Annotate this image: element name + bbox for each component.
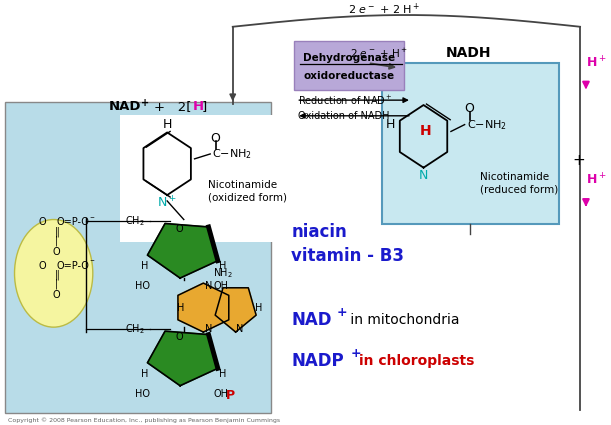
Text: Nicotinamide: Nicotinamide	[480, 173, 549, 182]
Polygon shape	[178, 283, 229, 332]
Text: N: N	[205, 324, 212, 334]
Text: 2 $\it{e}^-$ + H$^+$: 2 $\it{e}^-$ + H$^+$	[350, 47, 408, 60]
Text: H$^+$: H$^+$	[586, 55, 607, 71]
Text: H$^+$: H$^+$	[586, 173, 607, 188]
Text: NAD: NAD	[109, 100, 141, 113]
Text: O: O	[38, 218, 46, 227]
Text: OH: OH	[213, 389, 229, 399]
Text: $^-$: $^-$	[88, 257, 95, 266]
Text: NH$_2$: NH$_2$	[213, 266, 233, 280]
Text: H: H	[141, 261, 148, 272]
Ellipse shape	[15, 220, 93, 327]
FancyBboxPatch shape	[382, 63, 558, 224]
Text: O: O	[38, 261, 46, 270]
Text: Nicotinamide: Nicotinamide	[208, 180, 277, 190]
Text: (reduced form): (reduced form)	[480, 184, 558, 194]
Text: (oxidized form): (oxidized form)	[208, 192, 287, 202]
Text: O: O	[53, 247, 60, 257]
Text: |: |	[55, 279, 58, 289]
Text: O: O	[175, 332, 183, 342]
Text: H: H	[386, 118, 395, 131]
Text: +: +	[573, 153, 585, 168]
Text: O=P-O: O=P-O	[57, 218, 89, 227]
Text: Copyright © 2008 Pearson Education, Inc., publishing as Pearson Benjamin Cumming: Copyright © 2008 Pearson Education, Inc.…	[8, 417, 280, 423]
Text: NAD: NAD	[291, 311, 332, 329]
Text: O=P-O: O=P-O	[57, 261, 89, 270]
FancyBboxPatch shape	[120, 115, 277, 242]
Text: H: H	[177, 303, 185, 312]
Text: O: O	[210, 132, 220, 145]
Text: ]: ]	[202, 100, 207, 113]
Text: NADP: NADP	[291, 352, 344, 371]
Text: H: H	[420, 125, 431, 139]
Text: oxidoreductase: oxidoreductase	[304, 71, 395, 81]
Polygon shape	[147, 331, 218, 386]
Text: +: +	[141, 98, 149, 108]
Text: N$^+$: N$^+$	[158, 195, 177, 210]
Text: 2 $\it{e}^-$ + 2 H$^+$: 2 $\it{e}^-$ + 2 H$^+$	[348, 2, 420, 17]
Text: NADH: NADH	[446, 46, 491, 60]
FancyBboxPatch shape	[5, 102, 271, 413]
Text: +: +	[337, 306, 347, 319]
Text: Oxidation of NADH: Oxidation of NADH	[298, 111, 390, 121]
Text: HO: HO	[135, 281, 150, 291]
Text: C$-$NH$_2$: C$-$NH$_2$	[212, 147, 252, 161]
Text: H: H	[219, 369, 227, 379]
Text: in mitochondria: in mitochondria	[346, 313, 459, 327]
Text: $^-$: $^-$	[88, 214, 95, 223]
Text: HO: HO	[135, 389, 150, 399]
Text: +: +	[350, 347, 360, 360]
Text: Reduction of NAD$^+$: Reduction of NAD$^+$	[298, 94, 393, 107]
Text: P: P	[226, 389, 235, 402]
Polygon shape	[147, 224, 218, 278]
Text: OH: OH	[213, 281, 229, 291]
Text: $\|$: $\|$	[54, 225, 59, 239]
Text: H: H	[141, 369, 148, 379]
Text: O: O	[464, 102, 475, 116]
Text: O: O	[53, 290, 60, 300]
Text: H: H	[163, 118, 172, 131]
Text: +   2[: + 2[	[155, 100, 192, 113]
FancyBboxPatch shape	[295, 41, 404, 91]
Text: CH$_2$: CH$_2$	[125, 215, 145, 228]
Text: N: N	[419, 169, 428, 182]
Text: H: H	[255, 303, 263, 312]
Text: CH$_2$: CH$_2$	[125, 322, 145, 336]
Text: $\|$: $\|$	[54, 268, 59, 282]
Text: |: |	[55, 236, 58, 246]
Text: niacin: niacin	[291, 223, 347, 241]
Text: C$-$NH$_2$: C$-$NH$_2$	[467, 118, 507, 131]
Text: N: N	[205, 281, 212, 291]
Text: H: H	[192, 100, 203, 113]
Text: N: N	[236, 324, 243, 334]
Text: H: H	[219, 261, 227, 272]
Text: in chloroplasts: in chloroplasts	[359, 354, 474, 368]
Text: O: O	[175, 224, 183, 234]
Polygon shape	[215, 288, 256, 332]
Text: Dehydrogenase: Dehydrogenase	[303, 53, 395, 63]
Text: vitamin - B3: vitamin - B3	[291, 247, 404, 265]
